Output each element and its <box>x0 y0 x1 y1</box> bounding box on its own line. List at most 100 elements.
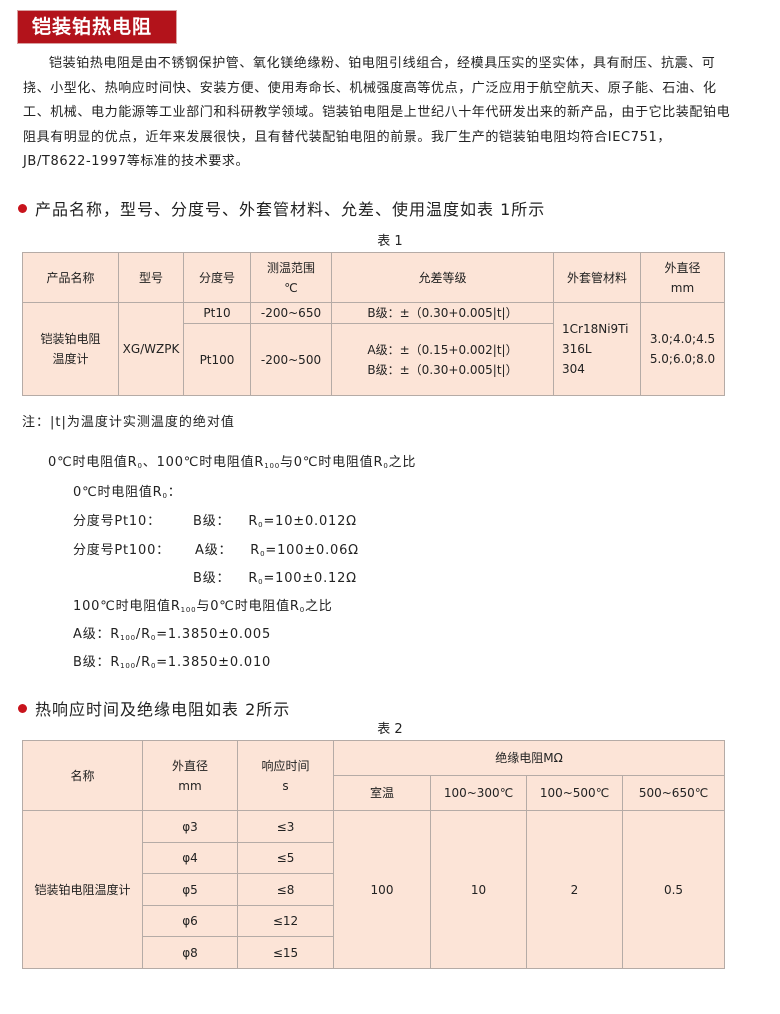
pt10-b: B级： R0=10±0.012Ω <box>193 510 357 529</box>
resistance-heading: 0℃时电阻值R0、100℃时电阻值R100与0℃时电阻值R0之比 <box>48 451 416 470</box>
subscript: 0 <box>258 521 264 529</box>
subheader-cell: 500~650℃ <box>621 775 726 811</box>
tolerance: A级：±（0.15+0.002|t|） <box>367 342 518 357</box>
diameter-cell: φ3 <box>142 810 238 843</box>
table-row: φ8 ≤15 <box>23 936 725 969</box>
subscript: 0 <box>260 550 266 558</box>
time-cell: ≤12 <box>237 905 334 937</box>
header-cell: 型号 <box>118 252 184 303</box>
time-cell: ≤5 <box>237 842 334 874</box>
table2-caption: 表 2 <box>377 722 403 737</box>
ratio-title: 100℃时电阻值R100与0℃时电阻值R0之比 <box>73 595 333 614</box>
header-text: 外直径 <box>171 758 208 773</box>
model-cell: XG/WZPK <box>118 302 184 396</box>
table-row: φ6 ≤12 <box>23 905 725 937</box>
pt100-label: 分度号Pt100： <box>73 543 170 558</box>
text: 、100℃时电阻值R <box>142 455 265 470</box>
header-text: 测温范围 <box>266 260 315 275</box>
product-line: 铠装铂电阻 <box>40 332 101 346</box>
text: =1.3850±0.005 <box>156 627 272 642</box>
section-heading-2: 热响应时间及绝缘电阻如表 2所示 <box>18 696 290 720</box>
text: R <box>250 543 261 558</box>
insulation-cell: 10 <box>430 810 527 969</box>
text: B级： <box>193 514 231 529</box>
text: 100℃时电阻值R <box>73 599 181 614</box>
text: B级：R <box>73 655 121 670</box>
subscript: 0 <box>299 606 305 614</box>
table-header-row: 产品名称 型号 分度号 测温范围 ℃ 允差等级 外套管材料 外直径 mm <box>22 252 725 303</box>
subheader-cell: 室温 <box>333 775 431 811</box>
product-line: 温度计 <box>52 352 89 366</box>
subscript: 100 <box>120 662 136 670</box>
text: B级： <box>193 571 231 586</box>
header-unit: s <box>282 778 289 793</box>
subscript: 0 <box>383 462 389 470</box>
subscript: 0 <box>137 462 143 470</box>
text: 之比 <box>388 455 417 470</box>
subscript: 100 <box>180 606 197 614</box>
table-2: 名称 外直径 mm 响应时间 s 绝缘电阻MΩ 室温 100~300℃ 100~50… <box>22 740 726 969</box>
ratio-b: B级：R100/R0=1.3850±0.010 <box>73 651 271 670</box>
header-cell: 测温范围 ℃ <box>250 252 332 303</box>
index-cell: Pt10 <box>183 302 251 324</box>
bullet-icon <box>18 204 27 213</box>
text: A级： <box>195 543 233 558</box>
table-row: 铠装铂电阻温度计 φ3 ≤3 100 10 2 0.5 <box>22 810 726 969</box>
header-cell: 产品名称 <box>22 252 119 303</box>
subscript: 0 <box>150 634 157 642</box>
text: /R <box>135 655 151 670</box>
header-cell: 响应时间 s <box>237 740 334 811</box>
index-cell: Pt100 <box>183 323 251 396</box>
page-title: 铠装铂热电阻 <box>17 10 177 44</box>
product-cell: 铠装铂电阻 温度计 <box>22 302 119 396</box>
pt100-b: B级： R0=100±0.12Ω <box>193 567 357 586</box>
name-cell: 铠装铂电阻温度计 <box>22 810 143 969</box>
table-row: φ4 ≤5 <box>23 842 725 874</box>
table1-caption: 表 1 <box>377 234 403 249</box>
text: =100±0.12Ω <box>263 571 357 586</box>
section-heading-text: 热响应时间及绝缘电阻如表 2所示 <box>35 700 291 719</box>
header-cell: 分度号 <box>183 252 251 303</box>
r0-title: 0℃时电阻值R0： <box>73 481 182 500</box>
tolerance-cell: A级：±（0.15+0.002|t|） B级：±（0.30+0.005|t|） <box>331 323 554 396</box>
text: =10±0.012Ω <box>263 514 357 529</box>
diameter-cell: φ8 <box>142 936 238 969</box>
text: 0℃时电阻值R <box>48 455 138 470</box>
text: 之比 <box>305 599 333 614</box>
section-heading-text: 产品名称，型号、分度号、外套管材料、允差、使用温度如表 1所示 <box>35 200 546 219</box>
table-row: Pt100 -200~500 A级：±（0.15+0.002|t|） B级：±（0… <box>23 323 725 396</box>
text: ： <box>167 485 182 500</box>
text: A级：R <box>73 627 121 642</box>
subscript: 100 <box>120 634 136 642</box>
time-cell: ≤3 <box>237 810 334 843</box>
tolerance: B级：±（0.30+0.005|t|） <box>367 362 518 377</box>
pt10-label: 分度号Pt10： <box>73 514 161 529</box>
insulation-cell: 0.5 <box>621 810 726 969</box>
diameter-cell: 3.0;4.0;4.5 5.0;6.0;8.0 <box>640 302 725 396</box>
diameter-cell: φ4 <box>142 842 238 874</box>
header-unit: mm <box>178 778 202 793</box>
pt100-a: A级： R0=100±0.06Ω <box>195 539 359 558</box>
material: 1Cr18Ni9Ti <box>562 322 629 336</box>
header-cell: 绝缘电阻MΩ <box>332 740 726 776</box>
header-unit: mm <box>670 280 695 295</box>
time-cell: ≤8 <box>237 873 334 906</box>
diameter: 5.0;6.0;8.0 <box>649 352 716 366</box>
subheader-cell: 100~500℃ <box>526 775 623 811</box>
section-heading-1: 产品名称，型号、分度号、外套管材料、允差、使用温度如表 1所示 <box>18 196 545 220</box>
table-1: 产品名称 型号 分度号 测温范围 ℃ 允差等级 外套管材料 外直径 mm 铠装铂电阻… <box>22 252 725 396</box>
text: R <box>248 571 259 586</box>
diameter-cell: φ5 <box>142 873 238 906</box>
text: =1.3850±0.010 <box>156 655 272 670</box>
diameter: 3.0;4.0;4.5 <box>649 332 716 346</box>
bullet-icon <box>18 704 27 713</box>
table1-note: 注：|t|为温度计实测温度的绝对值 <box>22 415 235 430</box>
range-cell: -200~650 <box>250 302 332 324</box>
header-unit: ℃ <box>284 280 298 295</box>
header-cell: 名称 <box>22 740 143 811</box>
header-cell: 允差等级 <box>331 252 554 303</box>
table-header-row: 名称 外直径 mm 响应时间 s 绝缘电阻MΩ <box>22 740 726 811</box>
intro-paragraph: 铠装铂热电阻是由不锈钢保护管、氧化镁绝缘粉、铂电阻引线组合，经模具压实的坚实体，… <box>23 56 731 170</box>
text: =100±0.06Ω <box>265 543 359 558</box>
material: 304 <box>562 362 585 376</box>
